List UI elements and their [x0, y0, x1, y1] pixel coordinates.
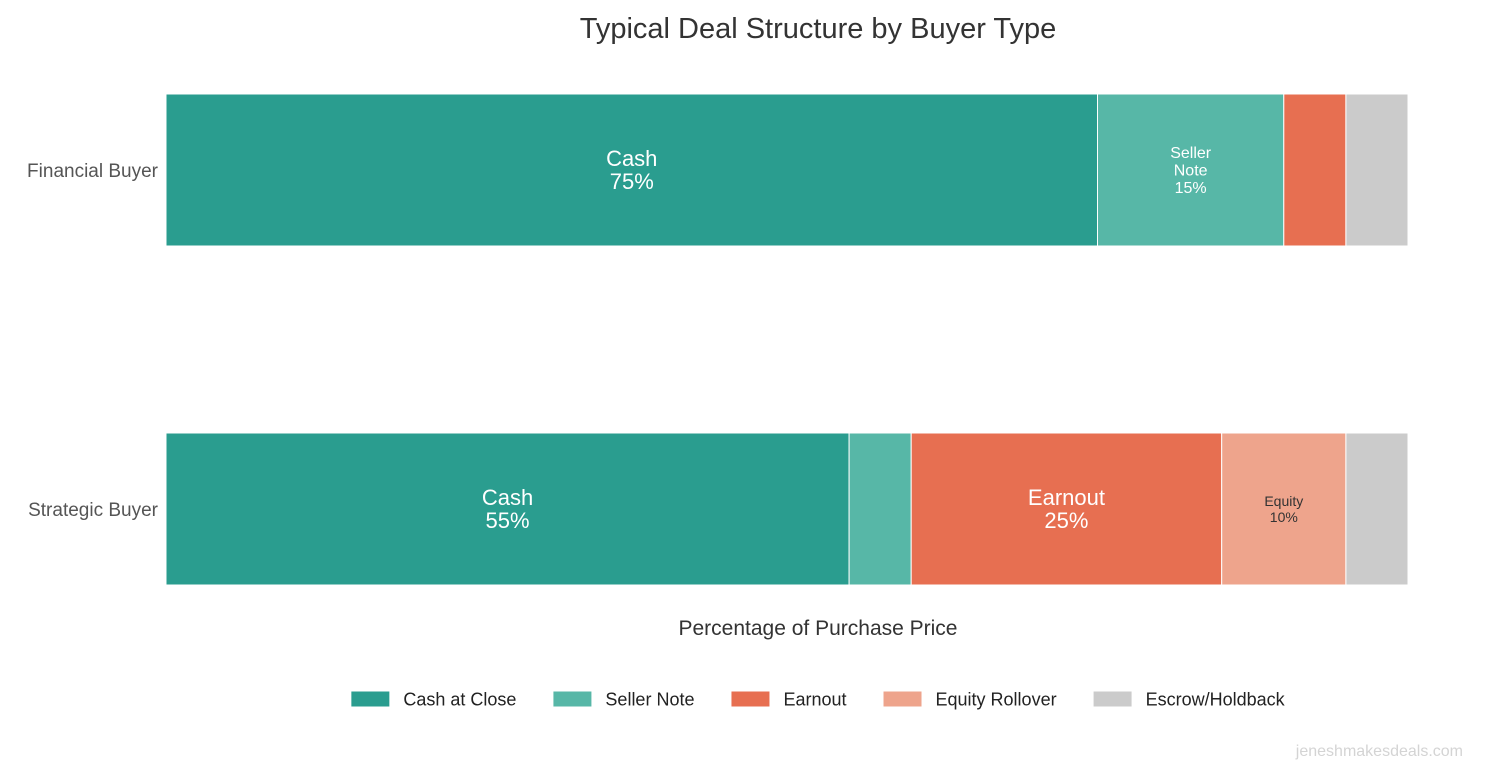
x-axis-label: Percentage of Purchase Price	[679, 617, 958, 640]
legend-label: Equity Rollover	[936, 690, 1057, 710]
bar-segment	[1097, 93, 1285, 247]
legend-label: Seller Note	[605, 690, 694, 710]
y-tick-label: Strategic Buyer	[28, 500, 159, 521]
data-label: Cash 55%	[482, 485, 533, 533]
y-tick-label: Financial Buyer	[27, 161, 159, 182]
data-label: Seller Note 15%	[1170, 145, 1212, 197]
bar-segment	[1283, 93, 1347, 247]
legend-swatch	[731, 691, 770, 707]
bar-segment	[848, 432, 912, 586]
bar-segment	[1345, 93, 1409, 247]
data-label: Cash 75%	[606, 146, 657, 194]
legend-swatch	[553, 691, 592, 707]
legend-label: Escrow/Holdback	[1146, 690, 1286, 710]
chart-title: Typical Deal Structure by Buyer Type	[580, 13, 1057, 45]
legend: Cash at Close Seller Note Earnout Equity Ro…	[351, 690, 1286, 710]
legend-swatch	[1093, 691, 1132, 707]
legend-label: Earnout	[783, 690, 846, 710]
bar-segment	[1345, 432, 1409, 586]
y-axis-labels: Financial Buyer Strategic Buyer	[27, 161, 159, 521]
bar-area: Cash 75% Seller Note 15% Cash 55% Earnout 25% Equ…	[165, 93, 1409, 586]
bar-segment	[1221, 432, 1347, 586]
data-label: Earnout 25%	[1028, 485, 1105, 533]
bar-segment	[165, 432, 850, 586]
watermark: jeneshmakesdeals.com	[1295, 743, 1463, 760]
bar-segment	[910, 432, 1223, 586]
legend-label: Cash at Close	[403, 690, 516, 710]
legend-swatch	[351, 691, 390, 707]
legend-swatch	[883, 691, 922, 707]
bar-segment	[165, 93, 1098, 247]
data-label: Equity 10%	[1264, 493, 1303, 525]
